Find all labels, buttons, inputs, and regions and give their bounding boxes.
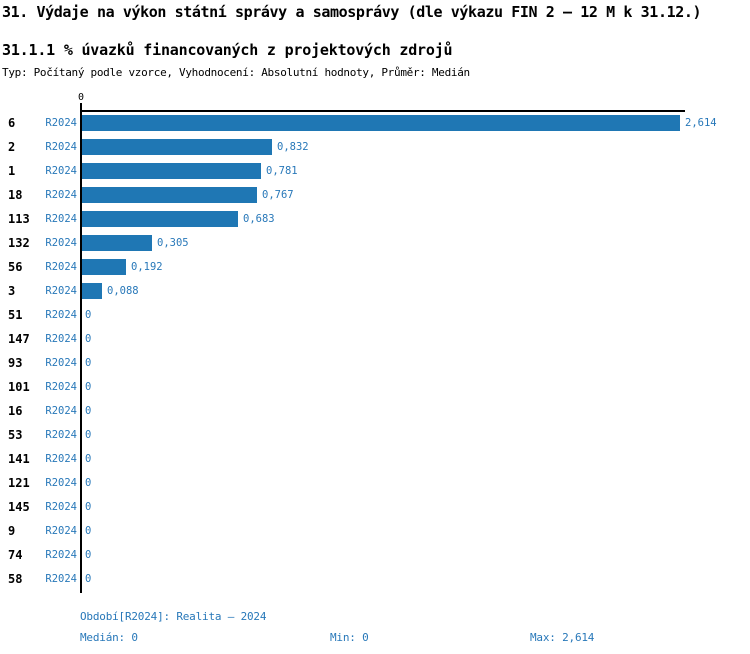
- bar-value-label: 0: [85, 549, 92, 561]
- row-period-label: R2024: [45, 573, 77, 585]
- row-id-label: 53: [8, 428, 23, 442]
- report-title: 31. Výdaje na výkon státní správy a samo…: [2, 3, 702, 21]
- row-period-label: R2024: [45, 213, 77, 225]
- row-id-label: 6: [8, 116, 16, 130]
- row-period-label: R2024: [45, 405, 77, 417]
- bar-value-label: 0: [85, 453, 92, 465]
- row-period-label: R2024: [45, 501, 77, 513]
- bar-value-label: 0: [85, 405, 92, 417]
- row-id-label: 121: [8, 476, 30, 490]
- bar-value-label: 0,088: [107, 285, 139, 297]
- row-period-label: R2024: [45, 165, 77, 177]
- bar-value-label: 0: [85, 357, 92, 369]
- footer-max-stat: Max: 2,614: [530, 631, 595, 644]
- row-id-label: 101: [8, 380, 30, 394]
- row-id-label: 145: [8, 500, 30, 514]
- footer-min-stat: Min: 0: [330, 631, 369, 644]
- bar: [82, 163, 261, 179]
- row-id-label: 74: [8, 548, 23, 562]
- row-period-label: R2024: [45, 477, 77, 489]
- bar-value-label: 0,832: [277, 141, 309, 153]
- row-id-label: 51: [8, 308, 23, 322]
- bar: [82, 139, 272, 155]
- y-axis-line: [80, 103, 82, 593]
- bar-value-label: 2,614: [685, 117, 717, 129]
- row-period-label: R2024: [45, 357, 77, 369]
- row-period-label: R2024: [45, 117, 77, 129]
- footer-median-stat: Medián: 0: [80, 631, 138, 644]
- chart-title: 31.1.1 % úvazků financovaných z projekto…: [2, 41, 453, 59]
- row-period-label: R2024: [45, 261, 77, 273]
- bar-value-label: 0: [85, 573, 92, 585]
- bar: [82, 283, 102, 299]
- row-id-label: 132: [8, 236, 30, 250]
- bar-value-label: 0,192: [131, 261, 163, 273]
- row-period-label: R2024: [45, 189, 77, 201]
- row-id-label: 113: [8, 212, 30, 226]
- row-id-label: 1: [8, 164, 16, 178]
- row-period-label: R2024: [45, 525, 77, 537]
- row-id-label: 18: [8, 188, 23, 202]
- row-period-label: R2024: [45, 285, 77, 297]
- chart-meta-line: Typ: Počítaný podle vzorce, Vyhodnocení:…: [2, 66, 470, 79]
- bar-value-label: 0: [85, 477, 92, 489]
- bar: [82, 211, 238, 227]
- bar-value-label: 0: [85, 309, 92, 321]
- bar-value-label: 0,305: [157, 237, 189, 249]
- row-period-label: R2024: [45, 237, 77, 249]
- footer-period-line: Období[R2024]: Realita – 2024: [80, 610, 267, 623]
- x-axis-tick-label: 0: [77, 92, 85, 103]
- bar: [82, 115, 680, 131]
- row-id-label: 58: [8, 572, 23, 586]
- row-period-label: R2024: [45, 381, 77, 393]
- bar-value-label: 0: [85, 429, 92, 441]
- row-id-label: 93: [8, 356, 23, 370]
- bar-value-label: 0,781: [266, 165, 298, 177]
- row-id-label: 147: [8, 332, 30, 346]
- row-id-label: 9: [8, 524, 16, 538]
- row-id-label: 56: [8, 260, 23, 274]
- row-id-label: 141: [8, 452, 30, 466]
- bar-value-label: 0: [85, 381, 92, 393]
- bar-value-label: 0,683: [243, 213, 275, 225]
- bar-value-label: 0: [85, 525, 92, 537]
- row-id-label: 3: [8, 284, 16, 298]
- bar: [82, 259, 126, 275]
- row-period-label: R2024: [45, 309, 77, 321]
- bar: [82, 235, 152, 251]
- bar-value-label: 0,767: [262, 189, 294, 201]
- row-period-label: R2024: [45, 429, 77, 441]
- row-id-label: 16: [8, 404, 23, 418]
- row-period-label: R2024: [45, 141, 77, 153]
- row-id-label: 2: [8, 140, 16, 154]
- bar-value-label: 0: [85, 501, 92, 513]
- bar: [82, 187, 257, 203]
- row-period-label: R2024: [45, 333, 77, 345]
- x-axis-top-line: [80, 110, 685, 112]
- row-period-label: R2024: [45, 549, 77, 561]
- bar-value-label: 0: [85, 333, 92, 345]
- row-period-label: R2024: [45, 453, 77, 465]
